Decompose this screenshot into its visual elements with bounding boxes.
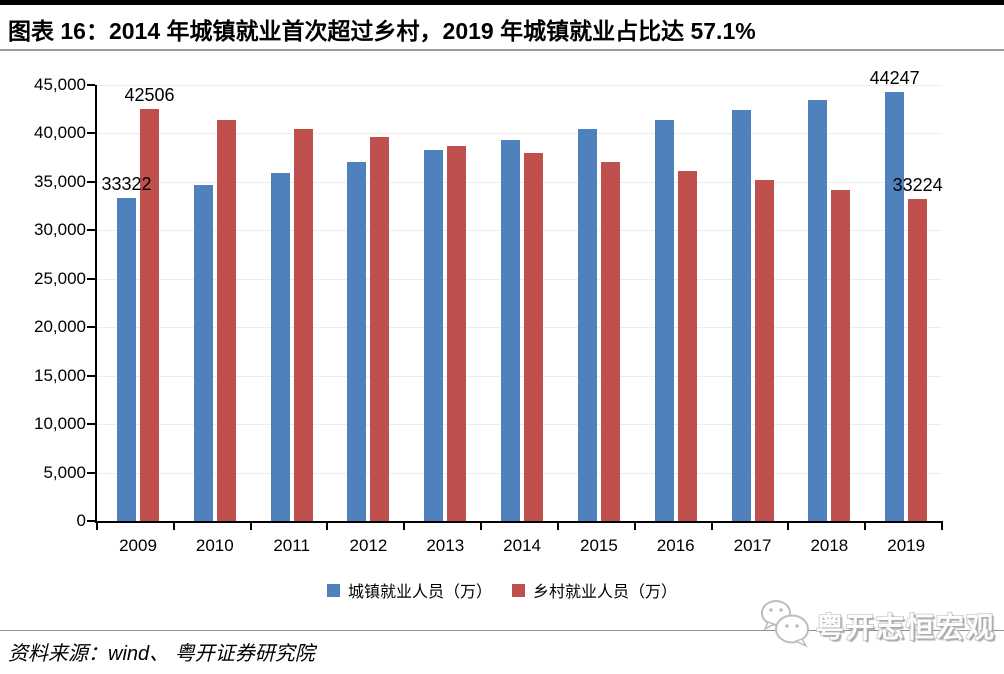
bar-value-label: 33224 xyxy=(892,175,943,196)
top-border xyxy=(0,0,1004,5)
y-axis-tick-label: 15,000 xyxy=(34,365,86,385)
bar-urban-2011 xyxy=(270,173,290,521)
x-axis-tick-label: 2016 xyxy=(656,536,695,555)
x-axis-tick xyxy=(326,523,329,530)
x-axis-tick-label: 2014 xyxy=(503,536,541,555)
x-axis-tick-label: 2012 xyxy=(349,536,388,555)
y-axis-tick-label: 30,000 xyxy=(34,220,86,240)
bar-urban-2018 xyxy=(808,100,828,521)
legend-swatch-urban xyxy=(326,583,340,597)
bar-rural-2018 xyxy=(831,190,851,521)
legend-label-rural: 乡村就业人员（万） xyxy=(533,584,678,601)
y-axis-tick xyxy=(87,326,95,329)
x-axis-tick xyxy=(96,523,98,530)
figure-title: 图表 16：2014 年城镇就业首次超过乡村，2019 年城镇就业占比达 57.… xyxy=(8,18,756,44)
bar-urban-2015 xyxy=(577,129,597,521)
bar-urban-2013 xyxy=(424,150,444,521)
bar-rural-2013 xyxy=(447,146,467,521)
x-axis-tick xyxy=(710,523,713,530)
y-axis-tick xyxy=(87,84,95,86)
x-axis-line xyxy=(95,521,943,523)
bar-urban-2017 xyxy=(731,110,751,521)
x-axis-tick-label: 2011 xyxy=(273,536,310,555)
x-axis-tick xyxy=(480,523,483,530)
bar-rural-2010 xyxy=(216,120,236,521)
x-axis-tick-label: 2009 xyxy=(119,536,157,555)
y-axis-tick xyxy=(87,180,95,183)
bar-rural-2019 xyxy=(908,199,928,521)
gridline xyxy=(97,85,942,86)
legend-swatch-rural xyxy=(512,583,525,597)
source-note: 资料来源：wind、 粤开证券研究院 xyxy=(8,643,315,665)
y-axis-tick-label: 20,000 xyxy=(34,317,86,337)
y-axis-tick xyxy=(87,423,95,426)
bar-rural-2017 xyxy=(754,180,774,521)
brand-watermark: 粤开志恒宏观 xyxy=(758,598,996,653)
footer-divider xyxy=(0,630,1004,631)
y-axis-tick xyxy=(87,132,95,135)
x-axis-tick xyxy=(249,523,252,530)
bar-rural-2009 xyxy=(140,109,159,521)
bar-rural-2012 xyxy=(370,137,390,521)
x-axis-tick-label: 2013 xyxy=(426,536,465,555)
y-axis-tick-label: 35,000 xyxy=(34,171,86,191)
legend-label-urban: 城镇就业人员（万） xyxy=(347,584,492,601)
y-axis-line xyxy=(95,85,97,523)
bar-rural-2016 xyxy=(677,171,697,521)
bar-urban-2014 xyxy=(501,140,521,521)
bar-urban-2016 xyxy=(654,120,674,521)
bar-urban-2009 xyxy=(117,198,136,521)
y-axis-tick-label: 0 xyxy=(76,511,86,530)
wechat-icon xyxy=(758,598,814,653)
bar-value-label: 33322 xyxy=(101,174,152,195)
x-axis-tick-label: 2018 xyxy=(810,536,849,555)
y-axis-tick-label: 40,000 xyxy=(34,123,86,143)
x-axis-tick-label: 2010 xyxy=(195,536,234,555)
x-axis-tick xyxy=(787,523,790,530)
y-axis-tick-label: 45,000 xyxy=(34,75,86,94)
x-axis-tick xyxy=(556,523,559,530)
bar-rural-2011 xyxy=(293,129,313,521)
bar-rural-2014 xyxy=(524,153,544,521)
legend: 城镇就业人员（万） 乡村就业人员（万） xyxy=(0,578,1004,602)
bar-value-label: 44247 xyxy=(869,68,920,89)
x-axis-tick xyxy=(403,523,406,530)
bar-urban-2012 xyxy=(347,162,367,521)
x-axis-tick-label: 2017 xyxy=(733,536,772,555)
bar-value-label: 42506 xyxy=(124,85,175,106)
x-axis-tick-label: 2019 xyxy=(887,536,926,555)
y-axis-tick-label: 25,000 xyxy=(34,268,86,288)
legend-item-urban: 城镇就业人员（万） xyxy=(326,578,492,602)
title-underline xyxy=(0,49,1004,51)
brand-watermark-text: 粤开志恒宏观 xyxy=(815,611,996,643)
y-axis-tick-label: 10,000 xyxy=(34,414,86,434)
bar-urban-2010 xyxy=(193,185,213,521)
x-axis-tick xyxy=(864,523,867,530)
y-axis-tick-label: 5,000 xyxy=(43,462,86,482)
y-axis-tick xyxy=(87,520,95,522)
y-axis-tick xyxy=(87,374,95,377)
gridline xyxy=(97,133,942,135)
y-axis-tick xyxy=(87,277,95,280)
bar-rural-2015 xyxy=(600,162,620,521)
x-axis-tick-label: 2015 xyxy=(579,536,618,555)
legend-item-rural: 乡村就业人员（万） xyxy=(512,578,677,602)
x-axis-tick xyxy=(172,523,175,530)
y-axis-tick xyxy=(87,471,95,474)
y-axis-tick xyxy=(87,229,95,232)
x-axis-tick xyxy=(633,523,636,530)
bar-urban-2019 xyxy=(885,92,905,521)
x-axis-tick xyxy=(941,523,943,530)
